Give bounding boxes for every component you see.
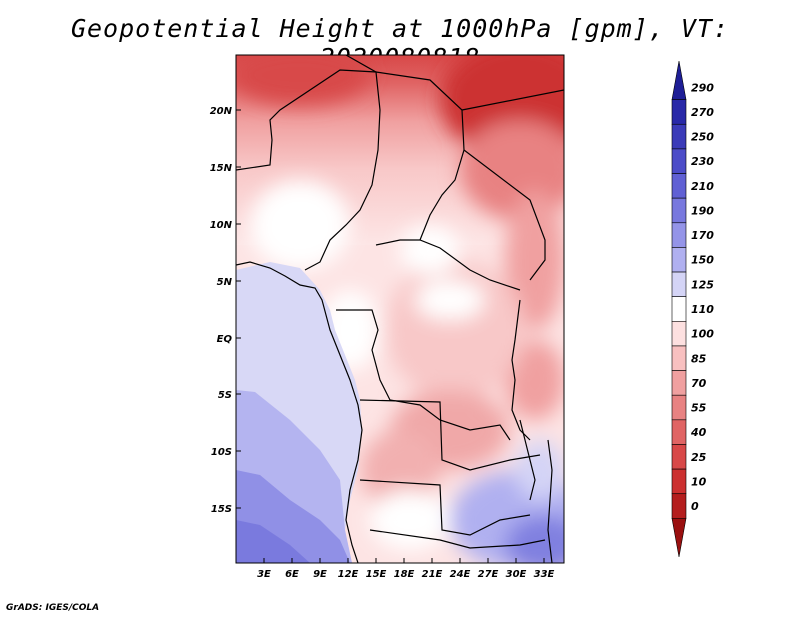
lon-label: 15E	[366, 569, 387, 580]
colorbar-swatch	[671, 197, 687, 224]
colorbar-swatch	[671, 518, 687, 558]
border-namibia-botswana	[359, 479, 531, 536]
colorbar-swatch	[671, 468, 687, 495]
lon-label: 9E	[313, 569, 327, 580]
field-blob-white-nigeria	[250, 180, 350, 270]
field-blob-white-south	[370, 490, 450, 550]
lat-label: 5N	[217, 277, 233, 288]
border-east-lakes	[511, 299, 531, 441]
lat-label: EQ	[217, 334, 233, 345]
colorbar-swatch	[671, 296, 687, 322]
field-blob-white-car	[400, 225, 460, 275]
colorbar-swatch	[671, 345, 687, 371]
border-angola-zambia	[359, 399, 541, 471]
map-plot-area	[236, 55, 564, 563]
colorbar-swatch	[671, 222, 687, 248]
lon-label: 21E	[422, 569, 443, 580]
field-blob-east2	[505, 340, 564, 420]
map-frame	[235, 54, 565, 564]
colorbar-swatch	[671, 321, 687, 347]
colorbar-swatch	[671, 493, 687, 519]
lon-label: 30E	[506, 569, 527, 580]
lat-label: 5S	[218, 390, 232, 401]
colorbar-level-label: 230	[691, 155, 714, 168]
field-blob-blue-se-deep	[505, 515, 564, 563]
colorbar-swatch	[671, 247, 687, 273]
border-mozambique	[547, 439, 553, 563]
border-nigeria-niger	[236, 69, 381, 271]
colorbar-level-label: 110	[691, 303, 714, 316]
colorbar-swatch	[671, 99, 687, 125]
lat-label: 10S	[211, 447, 232, 458]
colorbar-level-label: 70	[691, 377, 707, 390]
colorbar-swatch	[671, 394, 687, 421]
colorbar-level-label: 210	[691, 180, 714, 193]
colorbar-level-label: 250	[691, 131, 714, 144]
field-ocean-deeper	[236, 520, 310, 563]
lon-axis: 3E 6E 9E 12E 15E 18E 21E 24E 27E 30E 33E	[257, 558, 555, 580]
border-drc-angola	[336, 309, 511, 441]
colorbar-level-label: 55	[691, 402, 707, 415]
grads-credit: GrADS: IGES/COLA	[6, 603, 100, 613]
colorbar-level-label: 0	[691, 500, 699, 513]
colorbar-level-label: 190	[691, 205, 714, 218]
lon-label: 18E	[394, 569, 415, 580]
border-sudan-ethiopia	[463, 149, 546, 281]
borders	[236, 55, 564, 563]
border-south-africa	[369, 529, 546, 549]
lon-label: 33E	[534, 569, 555, 580]
colorbar-level-label: 25	[691, 451, 707, 464]
colorbar-level-label: 170	[691, 229, 714, 242]
colorbar-swatch	[671, 444, 687, 470]
lon-label: 24E	[450, 569, 471, 580]
colorbar-swatch	[671, 271, 687, 297]
field-blob-east	[505, 190, 564, 330]
field-shading	[236, 55, 564, 563]
lat-label: 15N	[210, 163, 233, 174]
lat-label: 10N	[210, 220, 233, 231]
colorbar-swatch	[671, 419, 687, 445]
field-blob-lightblue-se	[515, 440, 564, 500]
colorbar-swatch	[671, 173, 687, 199]
lon-label: 27E	[478, 569, 499, 580]
field-blob-namibia	[360, 430, 440, 510]
lon-label: 6E	[285, 569, 299, 580]
lat-label: 15S	[211, 504, 232, 515]
colorbar-level-label: 290	[691, 81, 714, 94]
colorbar-level-label: 10	[691, 475, 707, 488]
lake-malawi	[519, 419, 536, 501]
colorbar-level-label: 270	[691, 106, 714, 119]
colorbar: 2902702502302101901701501251101008570554…	[671, 60, 714, 558]
lon-ticks	[263, 558, 545, 563]
colorbar-swatch	[671, 60, 687, 100]
colorbar-level-label: 150	[691, 254, 714, 267]
colorbar-level-label: 100	[691, 328, 714, 341]
lat-axis: 20N 15N 10N 5N EQ 5S 10S 15S	[210, 106, 241, 515]
field-blob-white-drc	[415, 280, 485, 320]
lon-label: 12E	[338, 569, 359, 580]
colorbar-swatch	[671, 370, 687, 396]
colorbar-swatch	[671, 148, 687, 174]
border-egypt-sudan	[461, 89, 564, 111]
lon-label: 3E	[257, 569, 271, 580]
lat-ticks	[236, 109, 241, 509]
lat-label: 20N	[210, 106, 233, 117]
colorbar-level-label: 125	[691, 278, 714, 291]
colorbar-level-label: 85	[691, 352, 707, 365]
colorbar-level-label: 40	[690, 426, 707, 439]
colorbar-swatch	[671, 123, 687, 150]
border-car-drc	[375, 239, 521, 291]
coastline-west	[236, 261, 363, 563]
field-blob-nw-dark	[236, 55, 370, 105]
